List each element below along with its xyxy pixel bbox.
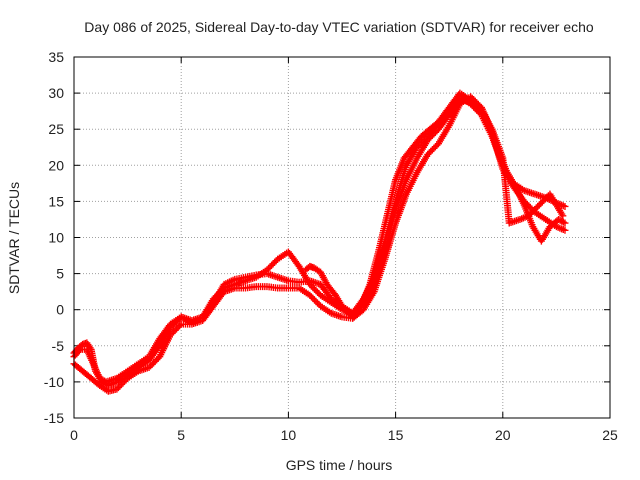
data-point (424, 150, 432, 158)
data-point (116, 382, 124, 390)
y-tick-label: 20 (48, 157, 64, 173)
data-point (427, 147, 435, 155)
data-point (559, 212, 567, 220)
x-tick-label: 0 (70, 427, 78, 443)
data-point (534, 203, 542, 211)
data-points (70, 89, 569, 395)
data-point (173, 325, 181, 333)
data-series (70, 89, 567, 386)
x-tick-labels: 0 5 10 15 20 25 (70, 427, 618, 443)
data-point (113, 385, 121, 393)
data-point (561, 226, 569, 234)
data-point (312, 297, 320, 305)
y-tick-label: -10 (44, 374, 64, 390)
data-point (306, 291, 314, 299)
data-point (176, 322, 184, 330)
data-point (561, 219, 569, 227)
data-point (431, 143, 439, 151)
data-point (150, 359, 158, 367)
y-tick-label: 5 (56, 266, 64, 282)
data-point (310, 285, 318, 293)
data-point (538, 198, 546, 206)
data-point (148, 360, 156, 368)
data-point (428, 146, 436, 154)
y-tick-label: -15 (44, 410, 64, 426)
data-point (147, 362, 155, 370)
x-tick-label: 20 (495, 427, 511, 443)
data-point (537, 199, 545, 207)
data-point (309, 294, 317, 302)
x-tick-label: 10 (281, 427, 297, 443)
x-tick-label: 25 (602, 427, 618, 443)
data-point (119, 379, 127, 387)
data-point (166, 331, 174, 339)
y-tick-label: 15 (48, 193, 64, 209)
data-point (307, 293, 315, 301)
data-point (529, 207, 537, 215)
data-point (425, 149, 433, 157)
data-point (151, 357, 159, 365)
y-tick-label: 35 (48, 49, 64, 65)
y-tick-label: 10 (48, 230, 64, 246)
data-point (268, 261, 276, 269)
data-point (266, 263, 274, 271)
plot-frame (73, 56, 611, 419)
data-point (561, 202, 569, 210)
data-point (114, 384, 122, 392)
data-point (535, 201, 543, 209)
x-tick-label: 5 (177, 427, 185, 443)
data-point (271, 258, 279, 266)
data-point (153, 356, 161, 364)
data-point (154, 354, 162, 362)
data-point (313, 299, 321, 307)
data-point (356, 304, 364, 312)
data-point (312, 287, 320, 295)
data-point (168, 329, 176, 337)
data-point (541, 195, 549, 203)
y-tick-label: 30 (48, 85, 64, 101)
data-point (269, 260, 277, 268)
chart-title: Day 086 of 2025, Sidereal Day-to-day VTE… (84, 19, 594, 35)
data-point (121, 377, 129, 385)
data-point (75, 347, 83, 355)
y-tick-label: 0 (56, 302, 64, 318)
data-point (559, 218, 567, 226)
data-point (174, 323, 182, 331)
y-axis-label: SDTVAR / TECUs (6, 182, 22, 294)
x-tick-label: 15 (388, 427, 404, 443)
x-axis-label: GPS time / hours (286, 457, 393, 473)
data-point (145, 363, 153, 371)
y-tick-labels: -15 -10 -5 0 5 10 15 20 25 30 35 (44, 49, 64, 426)
data-series (302, 96, 569, 321)
data-point (430, 144, 438, 152)
data-point (117, 380, 125, 388)
data-point (310, 296, 318, 304)
data-point (170, 328, 178, 336)
data-point (531, 206, 539, 214)
data-point (540, 196, 548, 204)
y-tick-label: -5 (52, 338, 65, 354)
data-point (171, 326, 179, 334)
data-point (313, 288, 321, 296)
y-tick-label: 25 (48, 121, 64, 137)
data-point (532, 204, 540, 212)
